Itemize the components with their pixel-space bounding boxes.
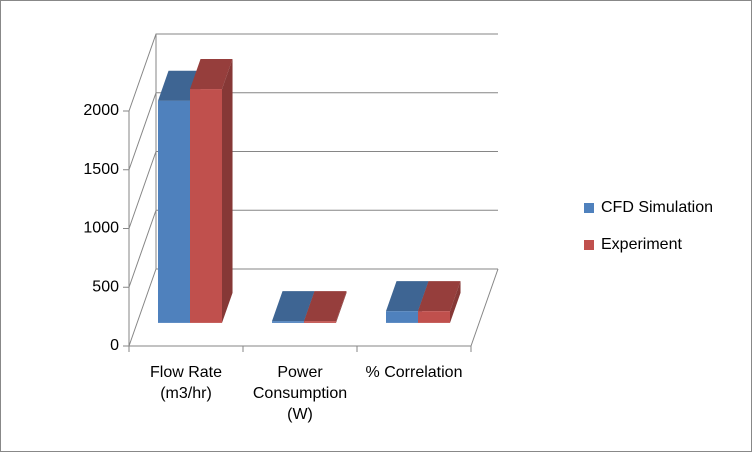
y-tick-label: 1000 xyxy=(83,220,119,237)
bar xyxy=(386,311,418,323)
bar-side xyxy=(336,291,347,323)
x-tick-label: Flow Rate (m3/hr) xyxy=(149,364,223,402)
bar xyxy=(418,311,450,323)
grid-line xyxy=(128,268,498,347)
grid-line xyxy=(128,151,498,229)
legend-label: CFD Simulation xyxy=(601,199,713,216)
y-tick-label: 1500 xyxy=(83,161,119,178)
wall-edge xyxy=(470,268,499,347)
bar-top xyxy=(272,291,315,322)
bar-side xyxy=(450,281,461,323)
bar-side xyxy=(222,59,233,323)
y-tick-label: 2000 xyxy=(83,102,119,119)
bar-top xyxy=(418,281,461,312)
bar-top xyxy=(304,291,347,322)
grid-line xyxy=(128,92,498,170)
x-tick-label: Power Consumption (W) xyxy=(252,364,348,423)
y-tick-label: 0 xyxy=(110,337,119,354)
grid-line xyxy=(128,209,498,288)
legend-swatch xyxy=(584,203,594,213)
bar xyxy=(190,89,222,323)
bar xyxy=(158,100,190,323)
bar xyxy=(304,321,336,323)
bar xyxy=(272,321,304,323)
legend-label: Experiment xyxy=(601,236,682,253)
y-tick-label: 500 xyxy=(92,278,119,295)
x-tick-label: % Correlation xyxy=(365,364,463,381)
bar-top xyxy=(158,70,201,101)
grid-line xyxy=(128,33,498,112)
bar-top xyxy=(386,281,429,312)
legend-swatch xyxy=(584,240,594,250)
bar-top xyxy=(190,59,233,90)
